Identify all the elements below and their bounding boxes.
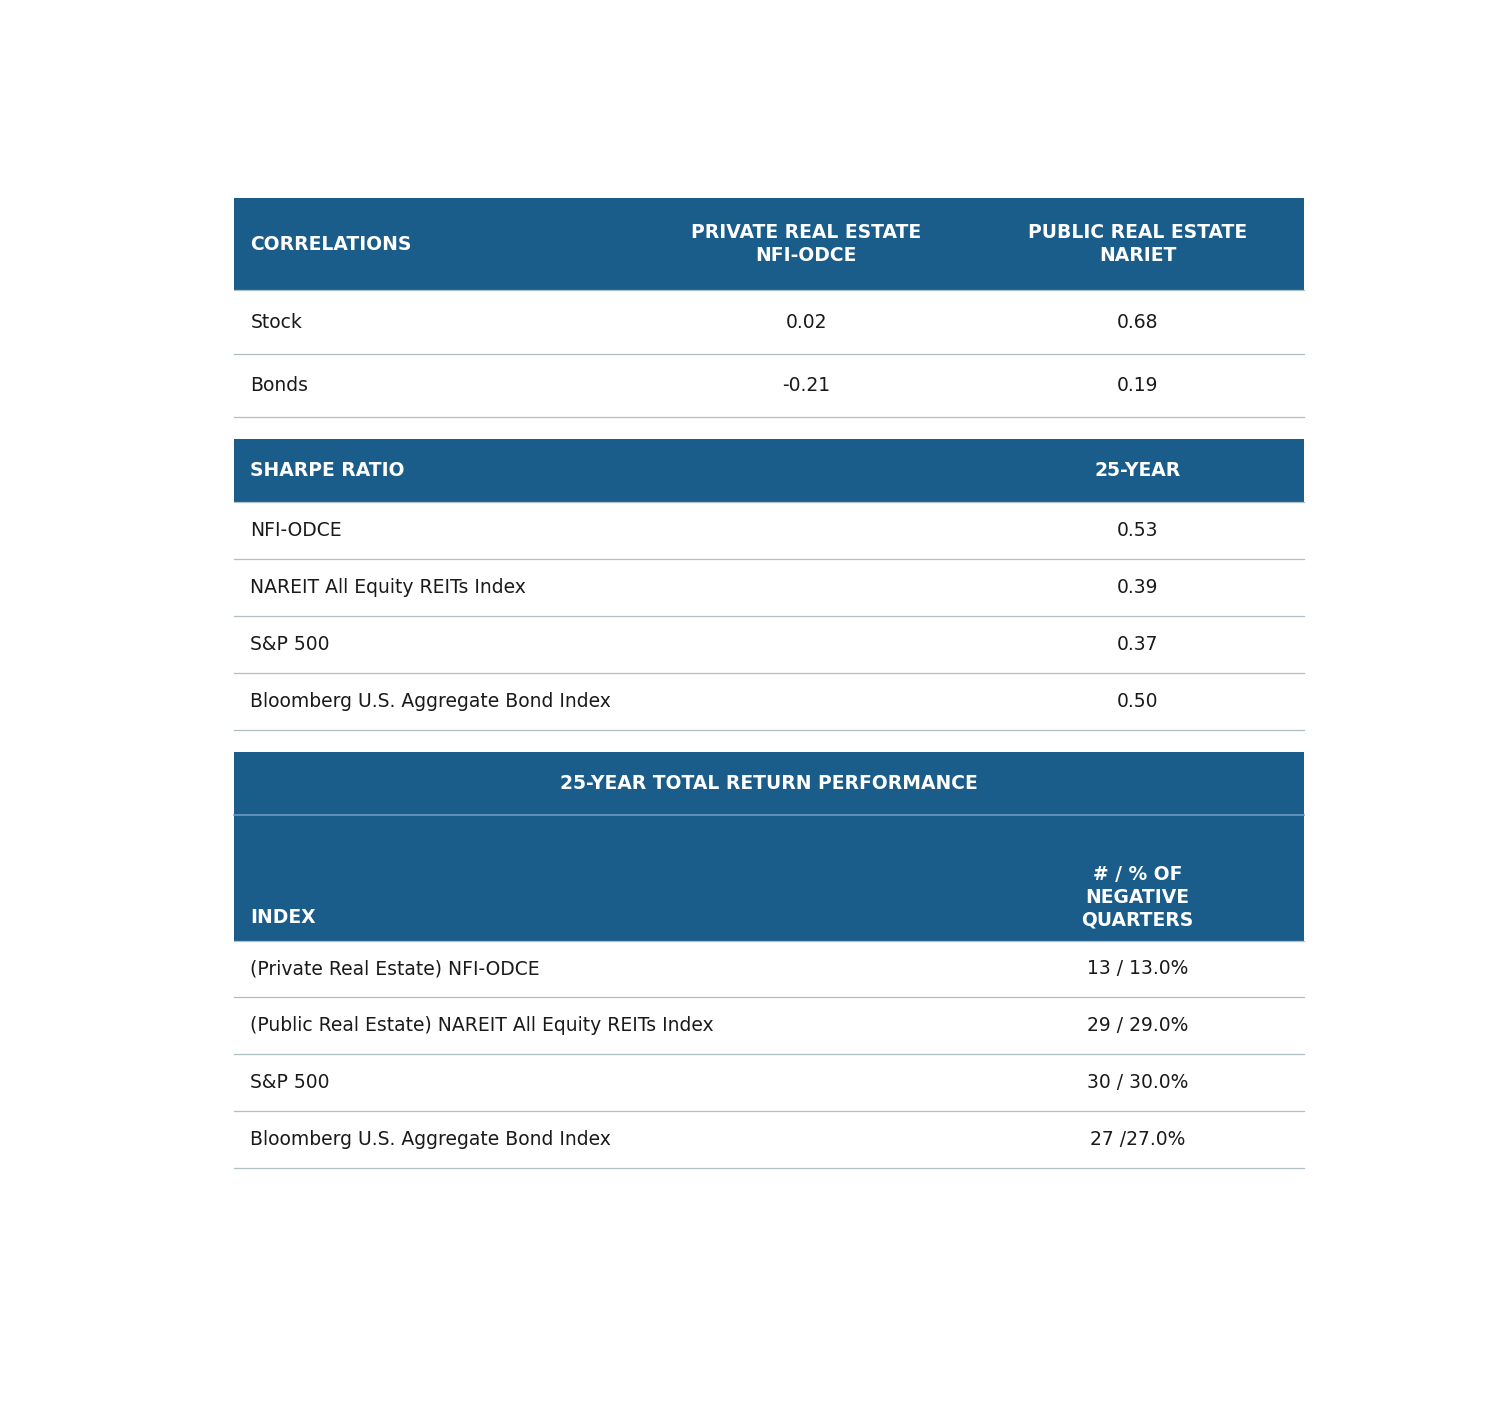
Text: 13 / 13.0%: 13 / 13.0%	[1088, 959, 1188, 979]
Bar	[972, 438, 1304, 502]
Text: 0.19: 0.19	[1118, 376, 1158, 394]
Text: Bloomberg U.S. Aggregate Bond Index: Bloomberg U.S. Aggregate Bond Index	[251, 692, 610, 711]
Text: NFI-ODCE: NFI-ODCE	[251, 521, 342, 541]
Text: 25-YEAR: 25-YEAR	[1095, 461, 1180, 480]
Bar	[234, 197, 640, 291]
Text: (Private Real Estate) NFI-ODCE: (Private Real Estate) NFI-ODCE	[251, 959, 540, 979]
Bar	[972, 197, 1304, 291]
Text: Stock: Stock	[251, 312, 302, 332]
Bar	[234, 941, 1304, 998]
Bar	[234, 438, 972, 502]
Text: S&P 500: S&P 500	[251, 634, 330, 654]
Text: 0.39: 0.39	[1118, 578, 1158, 597]
Bar	[234, 502, 1304, 559]
Bar	[234, 616, 1304, 673]
Text: Bloomberg U.S. Aggregate Bond Index: Bloomberg U.S. Aggregate Bond Index	[251, 1130, 610, 1149]
Bar	[234, 998, 1304, 1054]
Text: NAREIT All Equity REITs Index: NAREIT All Equity REITs Index	[251, 578, 526, 597]
Text: INDEX: INDEX	[251, 908, 316, 928]
Text: PUBLIC REAL ESTATE
NARIET: PUBLIC REAL ESTATE NARIET	[1028, 223, 1248, 265]
Bar	[234, 815, 1304, 941]
Text: 0.53: 0.53	[1118, 521, 1158, 541]
Text: 0.68: 0.68	[1118, 312, 1158, 332]
Text: (Public Real Estate) NAREIT All Equity REITs Index: (Public Real Estate) NAREIT All Equity R…	[251, 1016, 714, 1036]
Text: CORRELATIONS: CORRELATIONS	[251, 234, 411, 254]
Text: 29 / 29.0%: 29 / 29.0%	[1088, 1016, 1188, 1036]
Text: SHARPE RATIO: SHARPE RATIO	[251, 461, 405, 480]
Bar	[234, 752, 1304, 815]
Text: 0.50: 0.50	[1118, 692, 1158, 711]
Text: 27 /27.0%: 27 /27.0%	[1090, 1130, 1185, 1149]
Bar	[234, 353, 1304, 417]
Text: S&P 500: S&P 500	[251, 1073, 330, 1093]
Bar	[234, 559, 1304, 616]
Bar	[234, 291, 1304, 353]
Bar	[234, 1054, 1304, 1111]
Bar	[234, 1111, 1304, 1168]
Bar	[640, 197, 972, 291]
Text: 30 / 30.0%: 30 / 30.0%	[1088, 1073, 1188, 1093]
Text: 0.37: 0.37	[1118, 634, 1158, 654]
Bar	[234, 673, 1304, 729]
Text: Bonds: Bonds	[251, 376, 309, 394]
Text: -0.21: -0.21	[782, 376, 830, 394]
Text: 25-YEAR TOTAL RETURN PERFORMANCE: 25-YEAR TOTAL RETURN PERFORMANCE	[560, 773, 978, 793]
Text: PRIVATE REAL ESTATE
NFI-ODCE: PRIVATE REAL ESTATE NFI-ODCE	[692, 223, 921, 265]
Text: # / % OF
NEGATIVE
QUARTERS: # / % OF NEGATIVE QUARTERS	[1082, 866, 1194, 929]
Text: 0.02: 0.02	[786, 312, 826, 332]
